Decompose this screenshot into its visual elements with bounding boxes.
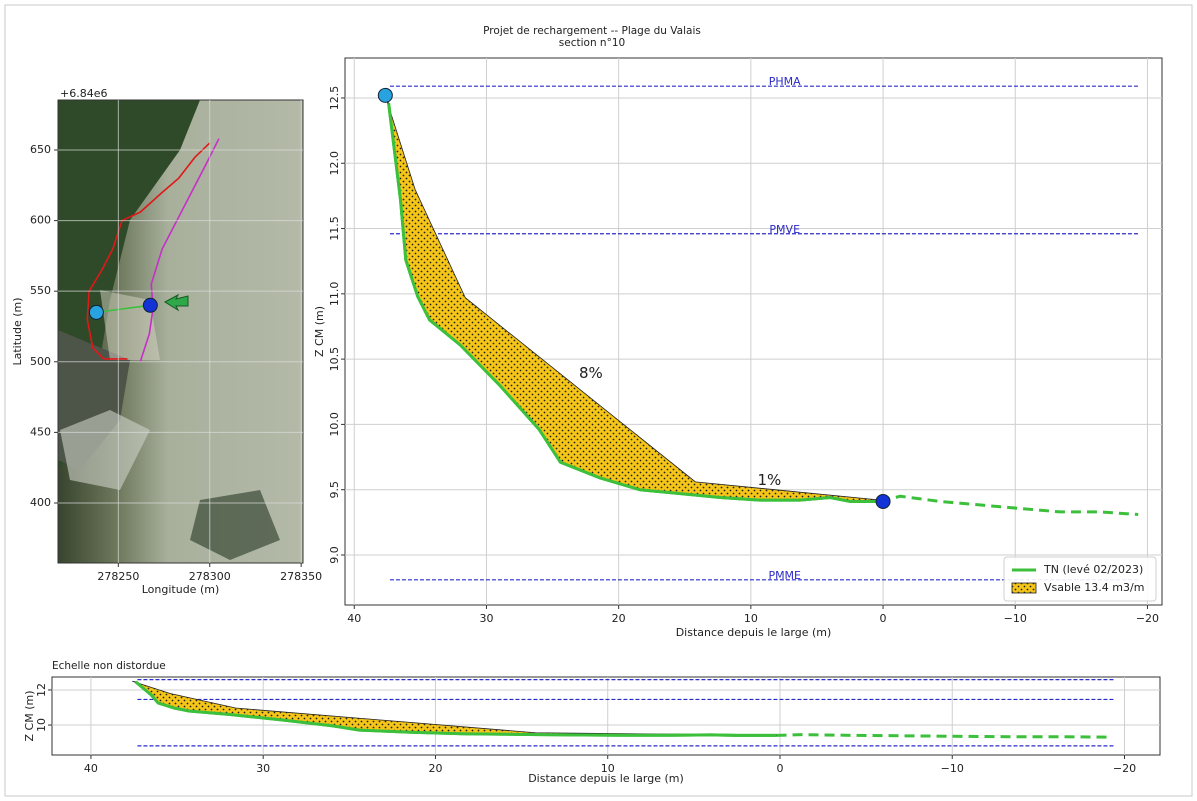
series-line	[134, 680, 777, 737]
series-line	[86, 142, 211, 360]
y-tick-label: 9.5	[328, 481, 341, 499]
fill-area	[132, 680, 777, 736]
main-frame	[344, 57, 1163, 606]
fill-area	[385, 97, 881, 502]
x-tick-label: 20	[612, 612, 626, 625]
x-tick-label: 30	[479, 612, 493, 625]
aerial-image	[58, 100, 303, 563]
series-line	[96, 304, 151, 314]
chart-subtitle: section n°10	[559, 37, 625, 49]
y-tick-label: 500	[30, 355, 51, 368]
x-tick-label: 30	[256, 762, 270, 775]
y-axis-label: Latitude (m)	[11, 297, 24, 365]
y-tick-label: 12.5	[328, 86, 341, 111]
point	[377, 87, 393, 103]
series-line	[139, 138, 220, 363]
y-tick-label: 10.5	[328, 347, 341, 372]
y-tick-label: 11.0	[328, 282, 341, 307]
annotation: 8%	[579, 364, 603, 382]
arrow	[163, 293, 189, 312]
y-tick-label: 450	[30, 425, 51, 438]
x-tick-label: −20	[1136, 612, 1159, 625]
point	[88, 304, 104, 320]
legend-box	[1003, 556, 1157, 602]
x-tick-label: −20	[1113, 762, 1136, 775]
bottom-frame	[51, 676, 1161, 756]
reference-label: PMME	[768, 569, 801, 582]
y-axis-label: Z CM (m)	[313, 306, 326, 357]
series-line	[776, 733, 1113, 739]
legend-label: Vsable 13.4 m3/m	[1044, 581, 1144, 594]
chart-title: Echelle non distordue	[52, 660, 166, 672]
reference-label: PHMA	[769, 75, 801, 88]
x-tick-label: 278350	[280, 570, 322, 583]
x-tick-label: 0	[776, 762, 783, 775]
y-tick-label: 12	[35, 683, 48, 697]
y-tick-label: 400	[30, 496, 51, 509]
y-tick-label: 9.0	[328, 546, 341, 564]
y-tick-label: 550	[30, 284, 51, 297]
x-tick-label: −10	[1004, 612, 1027, 625]
x-tick-label: −10	[941, 762, 964, 775]
x-axis-label: Longitude (m)	[142, 583, 220, 596]
point	[875, 493, 891, 509]
x-tick-label: 10	[601, 762, 615, 775]
legend-label: TN (levé 02/2023)	[1043, 563, 1143, 576]
point	[142, 297, 158, 313]
x-tick-label: 278250	[97, 570, 139, 583]
y-tick-label: 650	[30, 143, 51, 156]
x-tick-label: 20	[428, 762, 442, 775]
map-frame	[57, 99, 304, 564]
offset-label: +6.84e6	[60, 87, 107, 100]
y-tick-label: 10	[35, 718, 48, 732]
y-tick-label: 600	[30, 214, 51, 227]
series-line	[387, 102, 881, 503]
reference-label: PMVE	[769, 223, 800, 236]
chart-title: Projet de rechargement -- Plage du Valai…	[483, 25, 701, 37]
y-axis-label: Z CM (m)	[23, 691, 36, 742]
x-tick-label: 0	[880, 612, 887, 625]
y-tick-label: 10.0	[328, 412, 341, 437]
x-tick-label: 10	[744, 612, 758, 625]
x-tick-label: 278300	[189, 570, 231, 583]
map-layer	[86, 138, 220, 363]
frame	[4, 4, 1193, 797]
x-axis-label: Distance depuis le large (m)	[528, 772, 684, 785]
annotation: 1%	[757, 471, 781, 489]
legend-swatch	[1011, 582, 1037, 594]
y-tick-label: 11.5	[328, 216, 341, 241]
x-tick-label: 40	[84, 762, 98, 775]
x-tick-label: 40	[347, 612, 361, 625]
x-axis-label: Distance depuis le large (m)	[676, 626, 832, 639]
y-tick-label: 12.0	[328, 151, 341, 176]
series-line	[880, 494, 1139, 517]
